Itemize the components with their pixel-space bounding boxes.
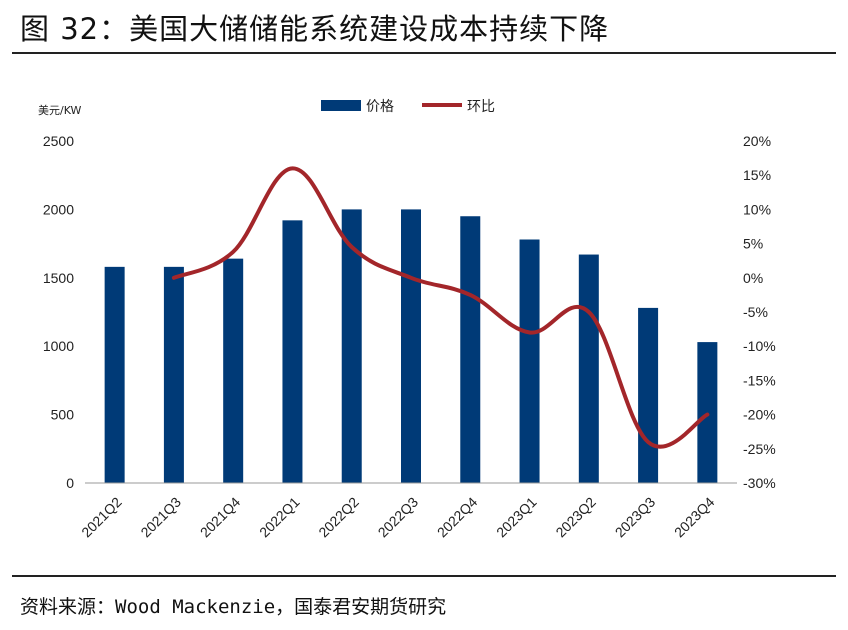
- bar-2023Q2: [578, 254, 599, 483]
- y2-tick-0%: 0%: [743, 270, 763, 286]
- x-tick-2022Q2: 2022Q2: [315, 494, 362, 541]
- x-tick-2023Q2: 2023Q2: [552, 494, 599, 541]
- y2-tick--15%: -15%: [743, 372, 776, 388]
- bar-2022Q3: [401, 209, 421, 483]
- x-tick-2021Q3: 2021Q3: [137, 494, 184, 541]
- y2-tick-10%: 10%: [743, 201, 771, 217]
- bar-2021Q2: [104, 266, 125, 483]
- top-rule: [12, 52, 836, 54]
- x-tick-2022Q1: 2022Q1: [256, 494, 303, 541]
- x-tick-2023Q3: 2023Q3: [612, 494, 659, 541]
- y2-tick--20%: -20%: [743, 407, 776, 423]
- legend-label-bar: 价格: [366, 99, 394, 115]
- bottom-rule: [12, 575, 836, 577]
- bar-2022Q1: [282, 220, 303, 483]
- y2-tick--5%: -5%: [743, 304, 768, 320]
- x-tick-2023Q4: 2023Q4: [671, 494, 718, 541]
- y2-tick--30%: -30%: [743, 475, 776, 491]
- bar-2022Q4: [460, 216, 481, 484]
- y2-axis-ticks: 20% 15% 10% 5% 0% -5% -10% -15% -20% -25% -30%: [743, 133, 776, 491]
- y-tick-2500: 2500: [43, 133, 74, 149]
- x-tick-2023Q1: 2023Q1: [493, 494, 540, 541]
- x-tick-2022Q4: 2022Q4: [434, 494, 481, 541]
- bar-2023Q3: [638, 307, 659, 483]
- bar-2021Q3: [163, 266, 184, 483]
- legend: 价格 环比: [321, 99, 495, 115]
- x-tick-2022Q3: 2022Q3: [375, 494, 422, 541]
- y2-tick-20%: 20%: [743, 133, 771, 149]
- y-axis-ticks: 2500 2000 1500 1000 500 0: [43, 133, 74, 491]
- line-series: [171, 166, 710, 449]
- y2-tick-15%: 15%: [743, 167, 771, 183]
- line-path-环比: [171, 166, 710, 449]
- x-axis-ticks: 2021Q2 2021Q3 2021Q4 2022Q1 2022Q2 2022Q3 2022…: [78, 494, 717, 541]
- y-tick-2000: 2000: [43, 201, 74, 217]
- source-note: 资料来源：Wood Mackenzie，国泰君安期货研究: [20, 596, 447, 618]
- figure-title: 图 32：美国大储储能系统建设成本持续下降: [20, 12, 610, 46]
- bar-2022Q2: [341, 209, 362, 483]
- y2-tick--25%: -25%: [743, 441, 776, 457]
- y2-tick-5%: 5%: [743, 236, 763, 252]
- y2-tick--10%: -10%: [743, 338, 776, 354]
- y-tick-500: 500: [51, 407, 75, 423]
- x-tick-2021Q4: 2021Q4: [197, 494, 244, 541]
- bar-2021Q4: [223, 258, 244, 483]
- x-tick-2021Q2: 2021Q2: [78, 494, 125, 541]
- legend-swatch-bar: [321, 100, 361, 111]
- y-tick-1500: 1500: [43, 270, 74, 286]
- legend-label-line: 环比: [467, 99, 495, 115]
- bar-2023Q1: [519, 239, 540, 483]
- bar-2023Q4: [697, 342, 718, 483]
- chart: 美元/KW 价格 环比 2500 2000 1500 1000 500 0 20% 15% 10…: [38, 99, 776, 541]
- y-tick-0: 0: [66, 475, 74, 491]
- bar-series: [104, 209, 718, 484]
- y-tick-1000: 1000: [43, 338, 74, 354]
- y-axis-label: 美元/KW: [38, 104, 82, 117]
